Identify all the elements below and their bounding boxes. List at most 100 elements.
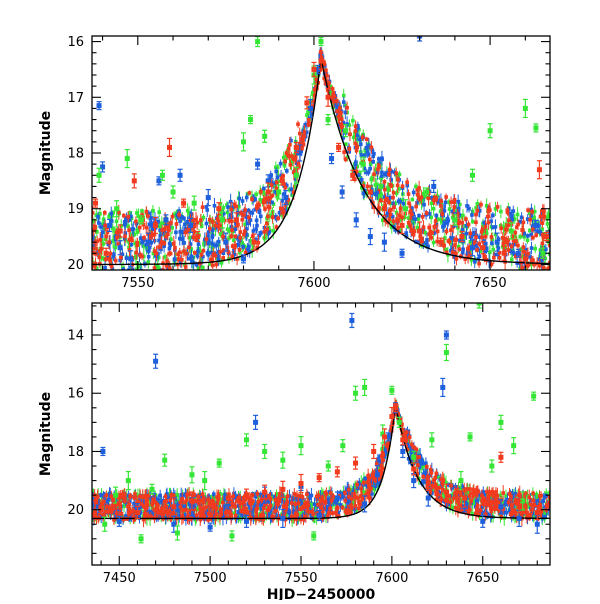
- background-point: [283, 186, 287, 190]
- background-point: [201, 205, 205, 209]
- background-point: [186, 209, 190, 213]
- background-point: [449, 228, 453, 232]
- background-point: [409, 209, 413, 213]
- data-point: [178, 173, 183, 178]
- background-point: [128, 238, 132, 242]
- background-point: [184, 252, 188, 256]
- background-point: [458, 247, 462, 251]
- background-point: [388, 168, 392, 172]
- background-point: [247, 216, 251, 220]
- background-point: [177, 213, 181, 217]
- background-point: [302, 134, 306, 138]
- background-point: [385, 197, 389, 201]
- data-point: [262, 134, 267, 139]
- data-point: [343, 128, 348, 133]
- background-point: [139, 236, 143, 240]
- background-point: [98, 238, 102, 242]
- background-point: [414, 205, 418, 209]
- background-point: [396, 226, 400, 230]
- background-point: [255, 206, 259, 210]
- background-point: [477, 242, 481, 246]
- background-point: [103, 266, 107, 270]
- background-point: [454, 252, 458, 256]
- background-point: [477, 262, 481, 266]
- background-point: [487, 221, 491, 225]
- background-point: [392, 191, 396, 195]
- background-point: [522, 221, 526, 225]
- background-point: [134, 220, 138, 224]
- data-point: [340, 190, 345, 195]
- background-point: [380, 156, 384, 160]
- background-point: [296, 122, 300, 126]
- background-point: [380, 171, 384, 175]
- background-point: [270, 201, 274, 205]
- data-point: [255, 39, 260, 44]
- background-point: [516, 213, 520, 217]
- background-point: [178, 250, 182, 254]
- background-point: [377, 164, 381, 168]
- background-point: [340, 117, 344, 121]
- data-point: [294, 173, 299, 178]
- background-point: [371, 154, 375, 158]
- plot-area: [90, 31, 552, 279]
- background-point: [165, 259, 169, 263]
- background-point: [413, 229, 417, 233]
- background-point: [199, 218, 203, 222]
- background-point: [432, 207, 436, 211]
- background-point: [466, 247, 470, 251]
- background-point: [331, 87, 335, 91]
- background-point: [289, 163, 293, 167]
- data-point: [114, 206, 119, 211]
- background-point: [354, 160, 358, 164]
- background-point: [221, 235, 225, 239]
- background-point: [241, 199, 245, 203]
- background-point: [344, 158, 348, 162]
- background-point: [475, 248, 479, 252]
- background-point: [391, 196, 395, 200]
- background-point: [142, 236, 146, 240]
- background-point: [184, 265, 188, 269]
- background-point: [396, 184, 400, 188]
- data-point: [470, 245, 475, 250]
- background-point: [324, 69, 328, 73]
- data-point: [93, 201, 98, 206]
- background-point: [351, 119, 355, 123]
- data-point: [336, 145, 341, 150]
- y-tick-label: 20: [67, 258, 84, 273]
- data-point: [160, 173, 165, 178]
- background-point: [392, 220, 396, 224]
- background-point: [214, 254, 218, 258]
- background-point: [445, 230, 449, 234]
- background-point: [430, 236, 434, 240]
- background-point: [163, 255, 167, 259]
- background-point: [209, 258, 213, 262]
- background-point: [252, 229, 256, 233]
- background-point: [422, 203, 426, 207]
- background-point: [372, 172, 376, 176]
- background-point: [140, 209, 144, 213]
- background-point: [180, 258, 184, 262]
- background-point: [499, 227, 503, 231]
- background-point: [411, 198, 415, 202]
- data-point: [382, 240, 387, 245]
- background-point: [473, 260, 477, 264]
- background-point: [491, 214, 495, 218]
- background-point: [494, 225, 498, 229]
- background-point: [279, 162, 283, 166]
- background-point: [522, 245, 526, 249]
- background-point: [482, 254, 486, 258]
- background-point: [107, 240, 111, 244]
- background-point: [109, 252, 113, 256]
- background-point: [436, 230, 440, 234]
- background-point: [230, 254, 234, 258]
- background-point: [123, 220, 127, 224]
- background-point: [206, 253, 210, 257]
- background-point: [147, 260, 151, 264]
- data-point: [495, 240, 500, 245]
- background-point: [432, 225, 436, 229]
- background-point: [205, 222, 209, 226]
- background-point: [501, 236, 505, 240]
- background-point: [145, 210, 149, 214]
